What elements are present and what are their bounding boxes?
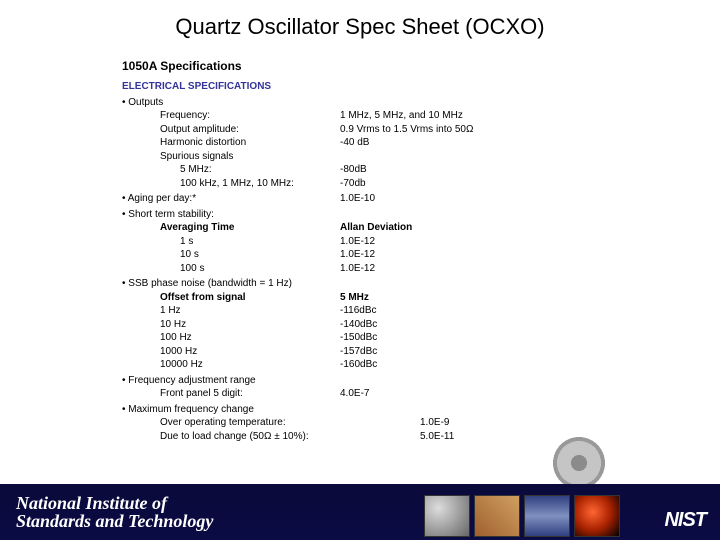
freq-adj-label: • Frequency adjustment range: [122, 374, 720, 388]
ssb-row: 1 Hz-116dBc: [122, 304, 720, 318]
spec-row: Output amplitude:0.9 Vrms to 1.5 Vrms in…: [122, 123, 720, 137]
outputs-label: • Outputs: [122, 96, 720, 110]
allan-row: 1 s1.0E-12: [122, 235, 720, 249]
electrical-header: ELECTRICAL SPECIFICATIONS: [122, 80, 720, 94]
page-title: Quartz Oscillator Spec Sheet (OCXO): [0, 0, 720, 40]
thumb-icon: [524, 495, 570, 537]
thumb-icon: [474, 495, 520, 537]
ssb-label: • SSB phase noise (bandwidth = 1 Hz): [122, 277, 720, 291]
thumb-icon: [424, 495, 470, 537]
max-row: Due to load change (50Ω ± 10%):5.0E-11: [122, 430, 720, 444]
spec-row: 5 MHz:-80dB: [122, 163, 720, 177]
max-change-label: • Maximum frequency change: [122, 403, 720, 417]
spec-content: 1050A Specifications ELECTRICAL SPECIFIC…: [0, 40, 720, 443]
ssb-row: 10 Hz-140dBc: [122, 318, 720, 332]
thumb-icon: [574, 495, 620, 537]
spec-row: Harmonic distortion-40 dB: [122, 136, 720, 150]
footer-thumbnails: [424, 495, 620, 537]
ssb-row: 1000 Hz-157dBc: [122, 345, 720, 359]
spec-header: 1050A Specifications: [122, 58, 720, 74]
aging-row: • Aging per day:*1.0E-10: [122, 192, 720, 206]
max-row: Over operating temperature:1.0E-9: [122, 416, 720, 430]
allan-row: 100 s1.0E-12: [122, 262, 720, 276]
short-term-label: • Short term stability:: [122, 208, 720, 222]
allan-header: Averaging TimeAllan Deviation: [122, 221, 720, 235]
spec-row: Spurious signals: [122, 150, 720, 164]
footer-bar: National Institute of Standards and Tech…: [0, 484, 720, 540]
nist-logo: NIST: [664, 509, 706, 532]
ssb-row: 10000 Hz-160dBc: [122, 358, 720, 372]
ssb-row: 100 Hz-150dBc: [122, 331, 720, 345]
freq-adj-row: Front panel 5 digit:4.0E-7: [122, 387, 720, 401]
allan-row: 10 s1.0E-12: [122, 248, 720, 262]
nist-name: National Institute of Standards and Tech…: [0, 494, 213, 530]
ssb-th: Offset from signal5 MHz: [122, 291, 720, 305]
spec-row: 100 kHz, 1 MHz, 10 MHz:-70db: [122, 177, 720, 191]
spec-row: Frequency:1 MHz, 5 MHz, and 10 MHz: [122, 109, 720, 123]
